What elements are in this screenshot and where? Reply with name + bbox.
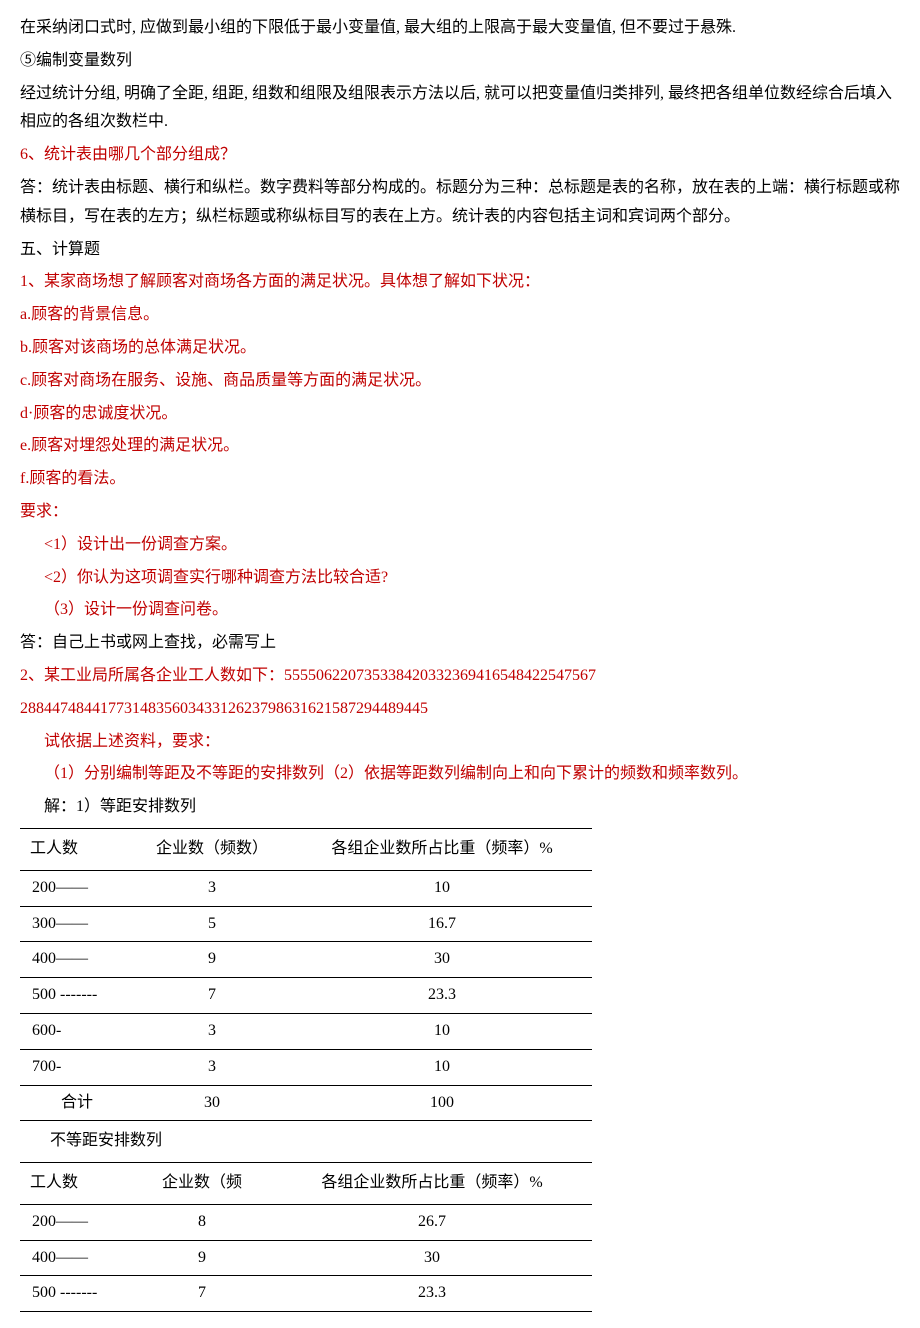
cell: 7 xyxy=(132,978,292,1014)
th-ratio: 各组企业数所占比重（频率）% xyxy=(272,1163,592,1205)
cell: 23.3 xyxy=(292,978,592,1014)
cell: 200—— xyxy=(20,1204,132,1240)
calc-q1-a: a.顾客的背景信息。 xyxy=(20,301,900,330)
cell: 23.3 xyxy=(272,1276,592,1312)
text-grouping: 经过统计分组, 明确了全距, 组距, 组数和组限及组限表示方法以后, 就可以把变… xyxy=(20,80,900,138)
cell: 300—— xyxy=(20,906,132,942)
calc-q1-b: b.顾客对该商场的总体满足状况。 xyxy=(20,334,900,363)
calc-q1: 1、某家商场想了解顾客对商场各方面的满足状况。具体想了解如下状况： xyxy=(20,268,900,297)
table-row: 600-310 xyxy=(20,1013,592,1049)
calc-q2-line2: 2884474844177314835603433126237986316215… xyxy=(20,695,900,724)
table-header-row: 工人数 企业数（频数） 各组企业数所占比重（频率）% xyxy=(20,828,592,870)
table-row: 400——930 xyxy=(20,942,592,978)
cell: 500 ------- xyxy=(20,978,132,1014)
table-equal-distance: 工人数 企业数（频数） 各组企业数所占比重（频率）% 200——310 300—… xyxy=(20,828,592,1121)
answer-lookup: 答：自己上书或网上查找，必需写上 xyxy=(20,629,900,658)
cell: 600- xyxy=(20,1013,132,1049)
table-row: 500 -------723.3 xyxy=(20,978,592,1014)
cell: 500 ------- xyxy=(20,1276,132,1312)
th-count: 企业数（频数） xyxy=(132,828,292,870)
th-ratio: 各组企业数所占比重（频率）% xyxy=(292,828,592,870)
calc-q1-c: c.顾客对商场在服务、设施、商品质量等方面的满足状况。 xyxy=(20,367,900,396)
table-row: 200——310 xyxy=(20,870,592,906)
text-step5: ⑤编制变量数列 xyxy=(20,47,900,76)
cell: 30 xyxy=(272,1240,592,1276)
cell: 30 xyxy=(132,1085,292,1121)
calc-q2-line1: 2、某工业局所属各企业工人数如下：55550622073533842033236… xyxy=(20,662,900,691)
section-5-heading: 五、计算题 xyxy=(20,236,900,265)
req-1: <1）设计出一份调查方案。 xyxy=(20,531,900,560)
table-unequal-distance: 工人数 企业数（频 各组企业数所占比重（频率）% 200——826.7 400—… xyxy=(20,1162,592,1312)
cell: 9 xyxy=(132,942,292,978)
table-row: 400——930 xyxy=(20,1240,592,1276)
cell: 合计 xyxy=(20,1085,132,1121)
table-row: 300——516.7 xyxy=(20,906,592,942)
cell: 26.7 xyxy=(272,1204,592,1240)
table2-title: 不等距安排数列 xyxy=(50,1127,900,1156)
table-row: 500 -------723.3 xyxy=(20,1276,592,1312)
cell: 10 xyxy=(292,870,592,906)
th-workers: 工人数 xyxy=(20,1163,132,1205)
cell: 9 xyxy=(132,1240,272,1276)
solution-1-label: 解：1）等距安排数列 xyxy=(20,793,900,822)
cell: 200—— xyxy=(20,870,132,906)
calc-q2-req: 试依据上述资料，要求： xyxy=(20,728,900,757)
requirements-label: 要求： xyxy=(20,498,900,527)
table-row: 200——826.7 xyxy=(20,1204,592,1240)
cell: 30 xyxy=(292,942,592,978)
cell: 5 xyxy=(132,906,292,942)
cell: 3 xyxy=(132,870,292,906)
table-row-total: 合计30100 xyxy=(20,1085,592,1121)
cell: 7 xyxy=(132,1276,272,1312)
cell: 100 xyxy=(292,1085,592,1121)
cell: 10 xyxy=(292,1013,592,1049)
req-3: （3）设计一份调查问卷。 xyxy=(20,596,900,625)
table-header-row: 工人数 企业数（频 各组企业数所占比重（频率）% xyxy=(20,1163,592,1205)
cell: 8 xyxy=(132,1204,272,1240)
calc-q1-f: f.顾客的看法。 xyxy=(20,465,900,494)
table-row: 700-310 xyxy=(20,1049,592,1085)
req-2: <2）你认为这项调查实行哪种调查方法比较合适? xyxy=(20,564,900,593)
cell: 3 xyxy=(132,1049,292,1085)
answer-6: 答：统计表由标题、横行和纵栏。数字费料等部分构成的。标题分为三种：总标题是表的名… xyxy=(20,174,900,232)
question-6: 6、统计表由哪几个部分组成？ xyxy=(20,141,900,170)
cell: 16.7 xyxy=(292,906,592,942)
th-workers: 工人数 xyxy=(20,828,132,870)
cell: 3 xyxy=(132,1013,292,1049)
calc-q1-d: d·顾客的忠诚度状况。 xyxy=(20,400,900,429)
cell: 400—— xyxy=(20,942,132,978)
calc-q1-e: e.顾客对埋怨处理的满足状况。 xyxy=(20,432,900,461)
th-count: 企业数（频 xyxy=(132,1163,272,1205)
text-closed-interval: 在采纳闭口式时, 应做到最小组的下限低于最小变量值, 最大组的上限高于最大变量值… xyxy=(20,14,900,43)
cell: 10 xyxy=(292,1049,592,1085)
calc-q2-sub: （1）分别编制等距及不等距的安排数列（2）依据等距数列编制向上和向下累计的频数和… xyxy=(20,760,900,789)
cell: 700- xyxy=(20,1049,132,1085)
cell: 400—— xyxy=(20,1240,132,1276)
